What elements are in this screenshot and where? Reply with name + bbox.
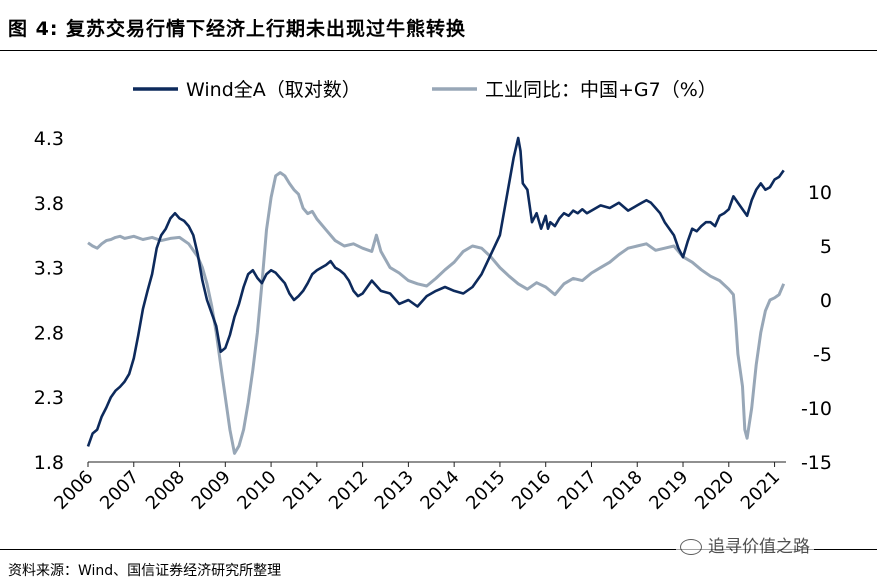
x-tick-label: 2017 <box>554 467 601 514</box>
y-right-tick-label: -5 <box>813 344 832 366</box>
title-bar: 图 4: 复苏交易行情下经济上行期未出现过牛熊转换 <box>0 0 877 50</box>
y-right-tick-label: -10 <box>801 398 832 420</box>
series-line-industrial <box>87 171 786 455</box>
watermark: 追寻价值之路 <box>676 532 814 557</box>
y-left-tick-label: 2.3 <box>34 387 64 409</box>
watermark-text: 追寻价值之路 <box>708 537 810 557</box>
x-tick-label: 2016 <box>508 467 555 514</box>
x-tick-label: 2019 <box>645 467 692 514</box>
top-divider <box>0 50 877 51</box>
source-note: 资料来源：Wind、国信证券经济研究所整理 <box>8 563 282 579</box>
line-chart: Wind全A（取对数） 工业同比：中国+G7（%） 20062007200820… <box>34 79 832 514</box>
y-right-tick-label: 10 <box>808 182 832 204</box>
x-tick-label: 2011 <box>279 467 326 514</box>
x-tick-label: 2012 <box>325 467 372 514</box>
y-left-tick-label: 3.8 <box>34 193 64 215</box>
legend-label-industrial: 工业同比：中国+G7（%） <box>485 79 717 101</box>
y-right-tick-label: 5 <box>820 236 832 258</box>
x-tick-label: 2008 <box>142 467 189 514</box>
x-tick-label: 2010 <box>233 467 280 514</box>
x-tick-label: 2020 <box>691 467 738 514</box>
y-right-tick-label: -15 <box>801 452 832 474</box>
y-left-tick-label: 4.3 <box>34 128 64 150</box>
x-tick-label: 2015 <box>462 467 509 514</box>
y-left-tick-label: 2.8 <box>34 322 64 344</box>
x-tick-label: 2018 <box>600 467 647 514</box>
x-tick-label: 2021 <box>737 467 784 514</box>
x-tick-label: 2014 <box>416 467 463 514</box>
x-tick-label: 2007 <box>96 467 143 514</box>
chart-legend: Wind全A（取对数） 工业同比：中国+G7（%） <box>133 79 717 101</box>
page-title: 图 4: 复苏交易行情下经济上行期未出现过牛熊转换 <box>8 18 467 40</box>
x-tick-label: 2009 <box>188 467 235 514</box>
y-left-tick-label: 3.3 <box>34 258 64 280</box>
wechat-icon <box>680 539 702 555</box>
series-line-wind <box>86 136 785 447</box>
x-tick-label: 2013 <box>371 467 418 514</box>
y-right-tick-label: 0 <box>820 290 832 312</box>
bottom-divider <box>0 549 877 550</box>
plot-area <box>86 136 786 455</box>
y-left-tick-label: 1.8 <box>34 452 64 474</box>
legend-label-wind: Wind全A（取对数） <box>186 79 361 101</box>
axes: 2006200720082009201020112012201320142015… <box>34 128 832 514</box>
